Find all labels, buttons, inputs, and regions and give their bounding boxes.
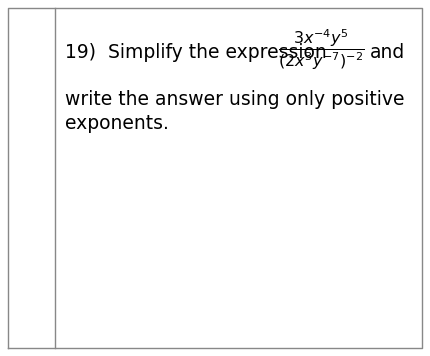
Text: exponents.: exponents. [65,114,169,133]
Text: 19)  Simplify the expression: 19) Simplify the expression [65,42,327,62]
Text: and: and [370,42,405,62]
Text: write the answer using only positive: write the answer using only positive [65,90,405,109]
Text: $\dfrac{3x^{-4}y^{5}}{(2x^{3}y^{-7})^{-2}}$: $\dfrac{3x^{-4}y^{5}}{(2x^{3}y^{-7})^{-2… [278,28,365,72]
